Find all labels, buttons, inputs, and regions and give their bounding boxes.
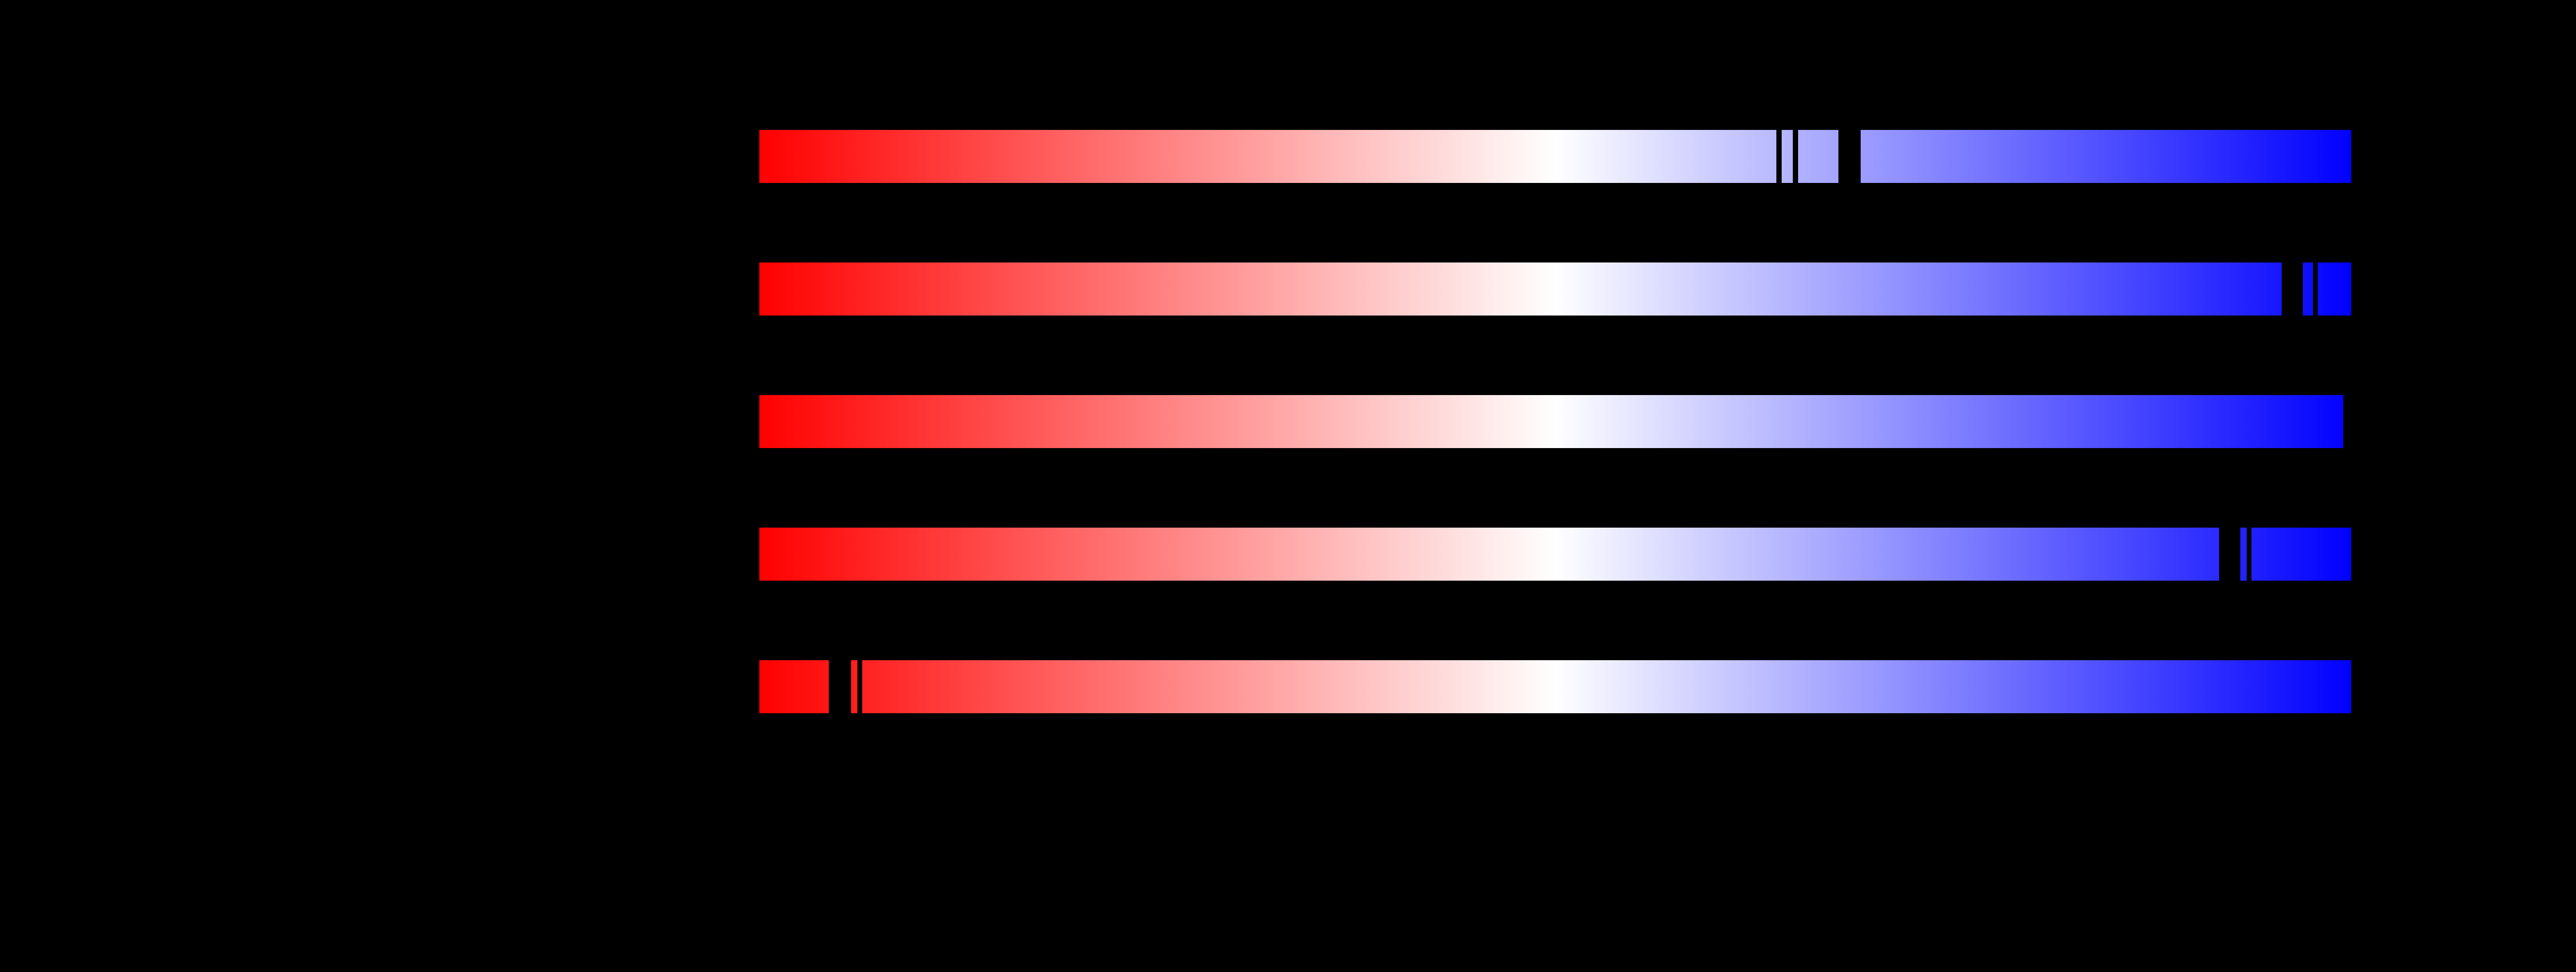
tick-marker-thin [2313, 262, 2318, 316]
value-marker-thick [2219, 528, 2240, 581]
gradient-bar-row-4 [759, 528, 2351, 581]
gradient-bar-row-5 [759, 660, 2351, 713]
gradient-bar-row-1 [759, 130, 2351, 183]
tick-marker-thin [1776, 130, 1782, 183]
gradient-bar-row-3 [759, 395, 2343, 448]
value-marker-thick [1838, 130, 1861, 183]
tick-marker-thin [1793, 130, 1798, 183]
tick-marker-thin [2247, 528, 2251, 581]
value-marker-thick [829, 660, 851, 713]
tick-marker-thin [857, 660, 862, 713]
gradient-bar-row-2 [759, 262, 2351, 316]
value-marker-thick [2282, 262, 2303, 316]
